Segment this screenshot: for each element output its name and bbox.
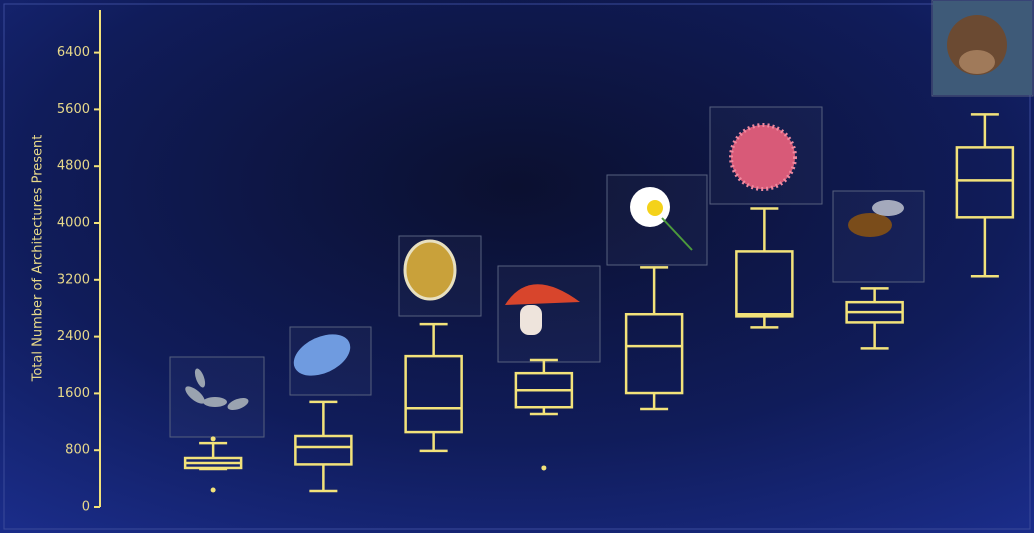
picture-mushroom bbox=[505, 284, 580, 335]
y-tick-label: 4000 bbox=[57, 216, 90, 231]
picture-bee bbox=[848, 200, 904, 237]
y-tick-label: 1600 bbox=[57, 386, 90, 401]
y-tick-label: 0 bbox=[82, 500, 90, 515]
outlier bbox=[210, 487, 216, 493]
y-tick-label: 6400 bbox=[57, 45, 90, 60]
picture-pollen bbox=[293, 334, 351, 376]
y-axis-label: Total Number of Architectures Present bbox=[31, 135, 46, 383]
picture-frame bbox=[931, 0, 1034, 97]
picture-turtle bbox=[403, 239, 457, 301]
picture-frame bbox=[606, 174, 708, 266]
picture-bacteria bbox=[185, 368, 249, 411]
picture-urchin bbox=[729, 123, 797, 191]
organism-pictures bbox=[169, 0, 1034, 438]
outlier bbox=[210, 436, 216, 442]
y-tick-label: 4800 bbox=[57, 159, 90, 174]
border bbox=[3, 3, 1031, 530]
picture-frame bbox=[709, 106, 823, 205]
box bbox=[624, 312, 684, 395]
picture-daisy bbox=[630, 187, 693, 251]
picture-chimpanzee bbox=[933, 1, 1032, 95]
y-tick-label: 800 bbox=[65, 443, 90, 458]
outlier bbox=[541, 465, 547, 471]
box bbox=[955, 146, 1015, 219]
picture-frame bbox=[497, 265, 601, 363]
y-tick-label: 2400 bbox=[57, 329, 90, 344]
y-tick-label: 5600 bbox=[57, 102, 90, 117]
box bbox=[294, 434, 353, 466]
box bbox=[735, 250, 794, 318]
picture-frame bbox=[832, 190, 925, 283]
y-tick-label: 3200 bbox=[57, 272, 90, 287]
picture-frame bbox=[398, 235, 482, 317]
picture-frame bbox=[289, 326, 372, 396]
picture-frame bbox=[169, 356, 265, 438]
box bbox=[404, 354, 463, 434]
